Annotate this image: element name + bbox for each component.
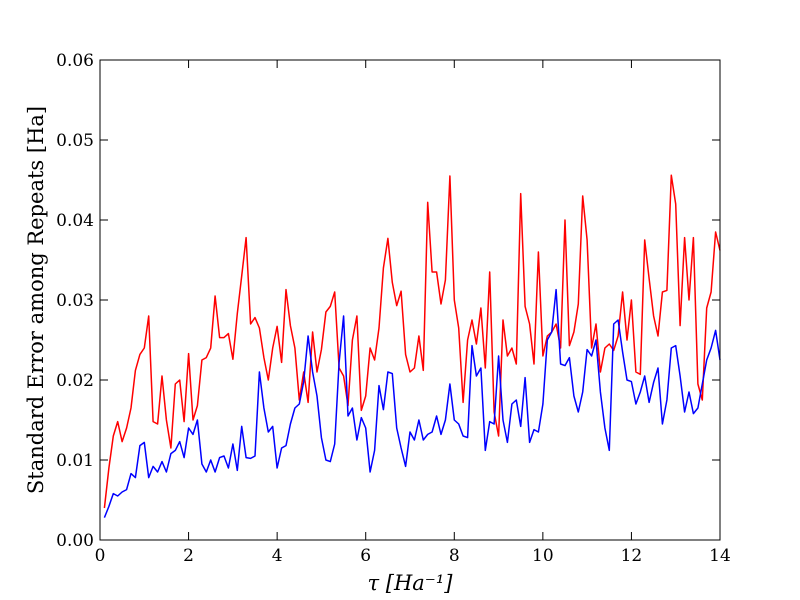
series-line-2 [103,288,721,518]
y-tick-label: 0.01 [56,451,94,471]
series-line-1 [103,174,721,509]
x-tick-label: 4 [272,546,283,566]
x-tick-label: 0 [95,546,106,566]
y-tick-label: 0.05 [56,131,94,151]
x-axis-label: τ [Ha⁻¹] [367,571,453,595]
x-tick-label: 12 [621,546,643,566]
ticks-layer: 0 2 4 6 8 10 12 14 0.00 0.01 0.02 0.03 0.04 0.05 0.06 [56,51,731,566]
x-tick-label: 2 [183,546,194,566]
y-tick-label: 0.04 [56,211,94,231]
y-tick-label: 0.00 [56,531,94,551]
x-tick-label: 6 [360,546,371,566]
y-axis-label: Standard Error among Repeats [Ha] [24,106,48,494]
x-tick-label: 10 [532,546,554,566]
y-tick-label: 0.03 [56,291,94,311]
y-tick-label: 0.02 [56,371,94,391]
series-layer [103,174,721,518]
x-tick-label: 8 [449,546,460,566]
y-tick-label: 0.06 [56,51,94,71]
x-tick-label: 14 [709,546,731,566]
